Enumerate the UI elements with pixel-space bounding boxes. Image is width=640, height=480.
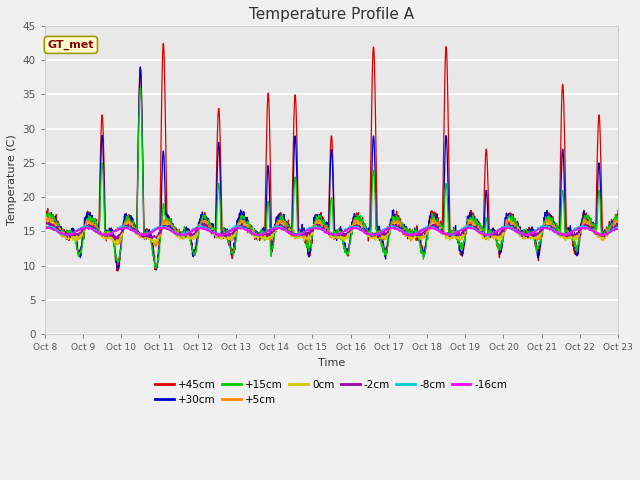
-2cm <box>368 233 376 239</box>
+30cm <box>285 224 292 229</box>
+15cm <box>297 230 305 236</box>
-2cm <box>111 237 119 243</box>
0cm <box>109 237 116 242</box>
+15cm <box>41 214 49 220</box>
0cm <box>297 233 305 239</box>
+30cm <box>297 229 305 235</box>
-2cm <box>109 234 116 240</box>
0cm <box>307 232 315 238</box>
-16cm <box>109 229 116 235</box>
0cm <box>285 229 292 235</box>
+45cm <box>297 228 305 233</box>
Line: +30cm: +30cm <box>45 67 618 270</box>
+30cm <box>41 216 49 221</box>
Line: -2cm: -2cm <box>45 222 618 240</box>
0cm <box>112 240 120 246</box>
-16cm <box>426 224 434 229</box>
-2cm <box>614 222 622 228</box>
-16cm <box>216 233 224 239</box>
-2cm <box>307 228 315 233</box>
-8cm <box>41 223 49 228</box>
Title: Temperature Profile A: Temperature Profile A <box>249 7 414 22</box>
+5cm <box>368 235 376 241</box>
+30cm <box>368 174 376 180</box>
+45cm <box>285 228 292 234</box>
-16cm <box>41 226 49 232</box>
+15cm <box>136 85 144 91</box>
+30cm <box>136 64 144 70</box>
0cm <box>368 235 376 240</box>
+15cm <box>285 223 292 229</box>
+30cm <box>152 267 160 273</box>
+5cm <box>46 214 54 220</box>
0cm <box>41 221 49 227</box>
+15cm <box>307 244 315 250</box>
-2cm <box>86 222 93 228</box>
+5cm <box>86 223 93 228</box>
+30cm <box>109 228 116 233</box>
-16cm <box>296 232 304 238</box>
-8cm <box>85 224 93 230</box>
-8cm <box>367 231 375 237</box>
Line: +45cm: +45cm <box>45 43 618 271</box>
-8cm <box>197 222 205 228</box>
Line: +15cm: +15cm <box>45 88 618 268</box>
+45cm <box>113 268 121 274</box>
-8cm <box>109 228 116 234</box>
Line: 0cm: 0cm <box>45 220 618 243</box>
-2cm <box>285 228 292 234</box>
0cm <box>44 217 51 223</box>
+15cm <box>152 265 159 271</box>
+5cm <box>41 216 49 221</box>
-16cm <box>85 226 93 232</box>
+5cm <box>297 234 305 240</box>
+45cm <box>109 233 116 239</box>
-16cm <box>614 226 622 231</box>
Line: +5cm: +5cm <box>45 217 618 247</box>
+15cm <box>368 197 376 203</box>
+45cm <box>368 96 376 102</box>
+45cm <box>85 217 93 223</box>
Y-axis label: Temperature (C): Temperature (C) <box>7 135 17 226</box>
+45cm <box>614 207 622 213</box>
0cm <box>614 224 622 229</box>
Line: -16cm: -16cm <box>45 227 618 236</box>
Legend: +45cm, +30cm, +15cm, +5cm, 0cm, -2cm, -8cm, -16cm: +45cm, +30cm, +15cm, +5cm, 0cm, -2cm, -8… <box>151 375 511 409</box>
-8cm <box>483 234 490 240</box>
-8cm <box>296 232 304 238</box>
+30cm <box>307 239 315 245</box>
+5cm <box>614 220 622 226</box>
-8cm <box>614 225 622 231</box>
-16cm <box>307 227 314 232</box>
+5cm <box>285 226 292 232</box>
+30cm <box>85 216 93 222</box>
+5cm <box>307 232 315 238</box>
-16cm <box>285 230 292 236</box>
0cm <box>86 226 93 231</box>
+30cm <box>614 213 622 219</box>
-2cm <box>45 219 53 225</box>
-2cm <box>297 232 305 238</box>
-8cm <box>307 225 314 231</box>
Text: GT_met: GT_met <box>47 40 94 50</box>
-2cm <box>41 220 49 226</box>
+15cm <box>85 217 93 223</box>
+45cm <box>159 40 167 46</box>
Line: -8cm: -8cm <box>45 225 618 237</box>
X-axis label: Time: Time <box>318 358 345 368</box>
+45cm <box>307 242 315 248</box>
-16cm <box>367 232 375 238</box>
-8cm <box>285 228 292 234</box>
+15cm <box>109 230 116 236</box>
+5cm <box>109 235 116 241</box>
+45cm <box>41 213 49 219</box>
+5cm <box>152 244 159 250</box>
+15cm <box>614 216 622 221</box>
